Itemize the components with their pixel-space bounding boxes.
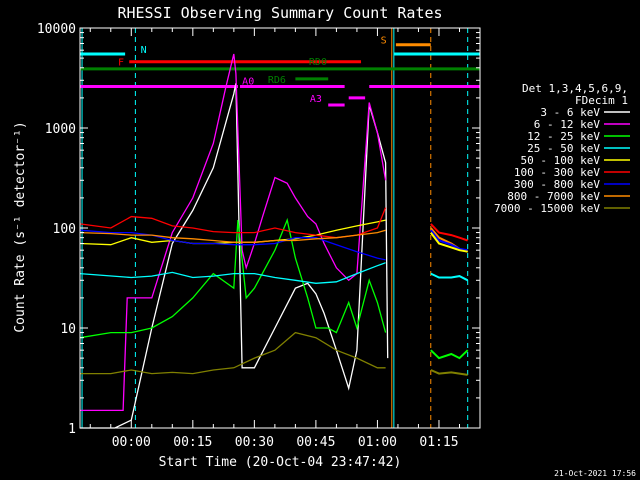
x-axis-label: Start Time (20-Oct-04 23:47:42) [159,455,402,470]
legend-entry-label: 7000 - 15000 keV [494,202,600,215]
flag-bars: N F S RD0 RD6 A0 A3 [80,36,480,107]
x-tick-label: 01:15 [419,435,458,450]
legend-entry-label: 6 - 12 keV [534,118,601,131]
y-axis-label: Count Rate (s⁻¹ detector⁻¹) [13,121,28,332]
after-gap-line-0 [430,223,469,242]
flag-label-a0: A0 [242,77,254,88]
flag-label-f: F [118,58,124,69]
legend-header: Det 1,3,4,5,6,9, [522,82,628,95]
legend-entry-label: 3 - 6 keV [540,106,600,119]
legend-entry-label: 25 - 50 keV [527,142,600,155]
flag-label-n: N [141,45,147,56]
legend-entry-label: 50 - 100 keV [521,154,601,167]
legend-entry-label: 100 - 300 keV [514,166,600,179]
after-gap-line-4 [430,272,469,282]
flag-label-rd6: RD6 [268,75,286,86]
y-tick-label: 10 [60,322,76,337]
legend-entry-label: 12 - 25 keV [527,130,600,143]
series-line-2 [79,217,387,339]
after-gap-line-2 [430,229,468,252]
series-line-3 [79,262,386,284]
after-gap-line-5 [430,349,469,360]
series-line-0 [80,83,389,429]
x-tick-label: 00:15 [173,435,212,450]
x-tick-label: 01:00 [358,435,397,450]
flag-label-rd0: RD0 [309,57,327,68]
timestamp: 21-Oct-2021 17:56 [554,469,636,478]
after-gap-line-3 [430,231,468,253]
chart-title: RHESSI Observing Summary Count Rates [117,4,442,22]
x-tick-label: 00:30 [235,435,274,450]
series-line-6 [79,229,386,261]
series-lines [79,53,469,429]
legend-entry-label: 800 - 7000 keV [507,190,600,203]
x-tick-label: 00:45 [296,435,335,450]
flag-label-a3: A3 [310,94,322,105]
axes: 1 10 100 1000 10000 00:00 00:15 00:30 00:45 01:00… [37,22,481,450]
x-tick-label: 00:00 [112,435,151,450]
y-tick-label: 1 [68,422,76,437]
series-line-8 [80,331,386,375]
flag-label-s: S [381,36,387,47]
y-tick-label: 1000 [45,122,76,137]
y-tick-label: 10000 [37,22,76,37]
series-line-7 [79,229,386,243]
legend-entry-label: 300 - 800 keV [514,178,600,191]
plot-area [81,28,469,428]
after-gap-line-6 [430,369,468,376]
legend-header: FDecim 1 [575,94,628,107]
y-tick-label: 100 [53,222,76,237]
